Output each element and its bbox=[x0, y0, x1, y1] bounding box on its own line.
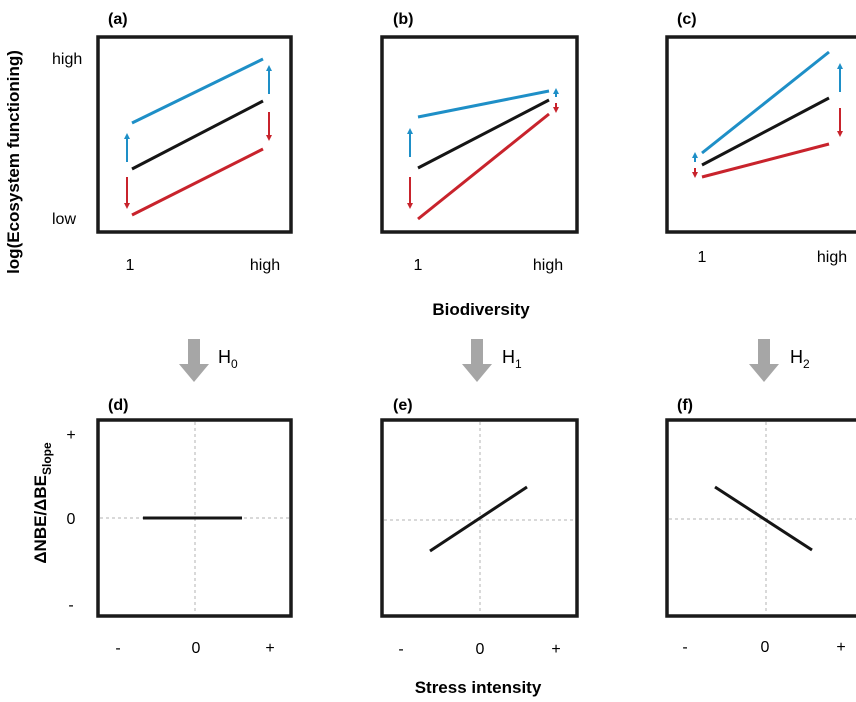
top-x-axis-title: Biodiversity bbox=[432, 300, 530, 319]
hypothesis-h2: H2 bbox=[749, 339, 810, 382]
ef-line-baseline-a bbox=[131, 99, 264, 171]
panel-frame-f bbox=[665, 418, 856, 618]
ef-line-decrease-b bbox=[417, 112, 550, 221]
hypothesis-sub-h2: 2 bbox=[803, 357, 810, 371]
ef-line-increase-a bbox=[131, 57, 264, 125]
x-tick-zero-d: 0 bbox=[192, 640, 201, 657]
x-tick-zero-f: 0 bbox=[761, 639, 770, 656]
bottom-y-axis-title-sub: Slope bbox=[40, 442, 54, 475]
hypothesis-label-h2: H bbox=[790, 347, 803, 367]
svg-text:H1: H1 bbox=[502, 347, 522, 371]
panel-c: (c) 1 high bbox=[665, 11, 856, 266]
svg-text:H0: H0 bbox=[218, 347, 238, 371]
x-tick-left-c: 1 bbox=[698, 249, 707, 266]
panel-label-f: (f) bbox=[677, 397, 693, 414]
panel-a: (a) 1 high bbox=[96, 11, 293, 274]
ef-line-baseline-b bbox=[417, 98, 550, 170]
x-tick-right-a: high bbox=[250, 257, 280, 274]
ef-line-increase-b bbox=[417, 89, 550, 119]
hypothesis-h1: H1 bbox=[462, 339, 522, 382]
top-y-tick-high: high bbox=[52, 51, 82, 68]
panel-frame-b bbox=[380, 35, 579, 234]
panel-label-a: (a) bbox=[108, 11, 128, 28]
top-y-tick-low: low bbox=[52, 211, 76, 228]
x-tick-right-b: high bbox=[533, 257, 563, 274]
panel-frame-d bbox=[96, 418, 293, 618]
x-tick-left-b: 1 bbox=[414, 257, 423, 274]
hypothesis-h0: H0 bbox=[179, 339, 238, 382]
response-line-e bbox=[429, 485, 528, 553]
hypothesis-arrow-icon bbox=[179, 339, 209, 382]
bottom-y-tick-minus: - bbox=[68, 597, 73, 614]
svg-text:H2: H2 bbox=[790, 347, 810, 371]
top-y-axis-title: log(Ecosystem functioning) bbox=[4, 50, 23, 274]
ef-line-decrease-a bbox=[131, 147, 264, 217]
panel-frame-e bbox=[380, 418, 579, 618]
hypothesis-arrow-icon bbox=[462, 339, 492, 382]
x-tick-right-c: high bbox=[817, 249, 847, 266]
bottom-y-tick-plus: + bbox=[66, 427, 75, 444]
x-tick-left-a: 1 bbox=[126, 257, 135, 274]
x-tick-plus-d: + bbox=[265, 640, 274, 657]
panel-d: (d) - 0 + bbox=[96, 397, 293, 657]
x-tick-minus-d: - bbox=[115, 640, 120, 657]
panel-label-d: (d) bbox=[108, 397, 128, 414]
ef-line-baseline-c bbox=[701, 96, 830, 167]
hypothesis-sub-h1: 1 bbox=[515, 357, 522, 371]
panel-frame-a bbox=[96, 35, 293, 234]
x-tick-minus-f: - bbox=[682, 639, 687, 656]
hypothesis-label-h1: H bbox=[502, 347, 515, 367]
bottom-y-tick-zero: 0 bbox=[67, 511, 76, 528]
panel-label-e: (e) bbox=[393, 397, 413, 414]
hypothesis-arrow-icon bbox=[749, 339, 779, 382]
x-tick-plus-e: + bbox=[551, 641, 560, 658]
bottom-y-axis-title: ΔNBE/ΔBE bbox=[31, 475, 50, 564]
hypothesis-label-h0: H bbox=[218, 347, 231, 367]
hypothesis-sub-h0: 0 bbox=[231, 357, 238, 371]
ef-line-increase-c bbox=[701, 50, 830, 155]
panel-frame-c bbox=[665, 35, 856, 234]
panel-e: (e) - 0 + bbox=[380, 397, 579, 658]
panel-label-c: (c) bbox=[677, 11, 697, 28]
response-line-f bbox=[714, 485, 813, 552]
x-tick-minus-e: - bbox=[398, 641, 403, 658]
svg-text:ΔNBE/ΔBESlope: ΔNBE/ΔBESlope bbox=[31, 442, 54, 564]
panel-f: (f) - 0 + bbox=[665, 397, 856, 656]
bottom-x-axis-title: Stress intensity bbox=[415, 678, 542, 697]
x-tick-plus-f: + bbox=[836, 639, 845, 656]
panel-b: (b) 1 high bbox=[380, 11, 579, 274]
x-tick-zero-e: 0 bbox=[476, 641, 485, 658]
ef-line-decrease-c bbox=[701, 142, 830, 179]
panel-label-b: (b) bbox=[393, 11, 413, 28]
